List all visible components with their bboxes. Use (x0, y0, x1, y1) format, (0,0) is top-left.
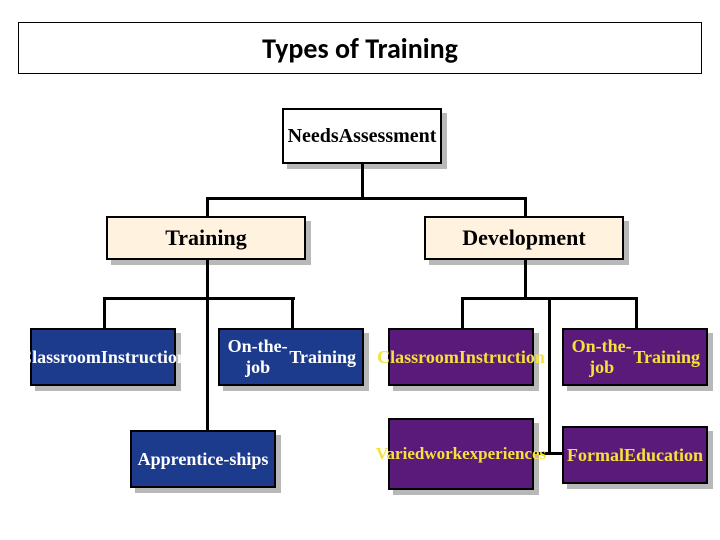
node-label-line: On-the-job (226, 336, 289, 377)
node-formal-education: FormalEducation (562, 426, 708, 484)
node-label-line: work (424, 444, 462, 464)
node-label-line: On-the-job (570, 336, 633, 377)
node-label-line: Needs (288, 125, 339, 148)
node-label-line: Classroom (377, 347, 459, 368)
connector-segment (103, 297, 295, 300)
node-label-line: Instruction (101, 347, 187, 368)
node-classroom-instruction-development: ClassroomInstruction (388, 328, 534, 386)
connector-segment (291, 297, 294, 328)
node-label-line: Assessment (339, 125, 437, 148)
connector-segment (206, 297, 209, 430)
node-development: Development (424, 216, 624, 260)
node-apprenticeships: Apprentice-ships (130, 430, 276, 488)
node-label-line: Training (289, 347, 356, 368)
node-label-line: ships (229, 449, 268, 470)
node-label-line: Varied (376, 444, 425, 464)
node-training: Training (106, 216, 306, 260)
page-title: Types of Training (18, 22, 702, 74)
connector-segment (524, 197, 527, 216)
node-label-line: Development (462, 225, 585, 250)
connector-segment (548, 297, 551, 455)
node-label-line: Education (624, 445, 703, 466)
connector-segment (206, 197, 209, 216)
node-label-line: Apprentice- (138, 449, 230, 470)
connector-segment (635, 297, 638, 328)
connector-segment (206, 197, 526, 200)
node-label-line: Instruction (459, 347, 545, 368)
node-label-line: Training (165, 225, 247, 250)
connector-segment (103, 297, 106, 328)
node-classroom-instruction-training: ClassroomInstruction (30, 328, 176, 386)
connector-segment (206, 260, 209, 300)
node-label-line: experiences (462, 444, 546, 464)
node-label-line: Formal (567, 445, 624, 466)
node-varied-work-experiences: Variedworkexperiences (388, 418, 534, 490)
node-on-the-job-training-training: On-the-jobTraining (218, 328, 364, 386)
connector-segment (524, 260, 527, 300)
node-label-line: Training (633, 347, 700, 368)
connector-segment (461, 297, 464, 328)
connector-segment (361, 164, 364, 200)
node-label-line: Classroom (19, 347, 101, 368)
node-on-the-job-training-development: On-the-jobTraining (562, 328, 708, 386)
node-needs-assessment: NeedsAssessment (282, 108, 442, 164)
